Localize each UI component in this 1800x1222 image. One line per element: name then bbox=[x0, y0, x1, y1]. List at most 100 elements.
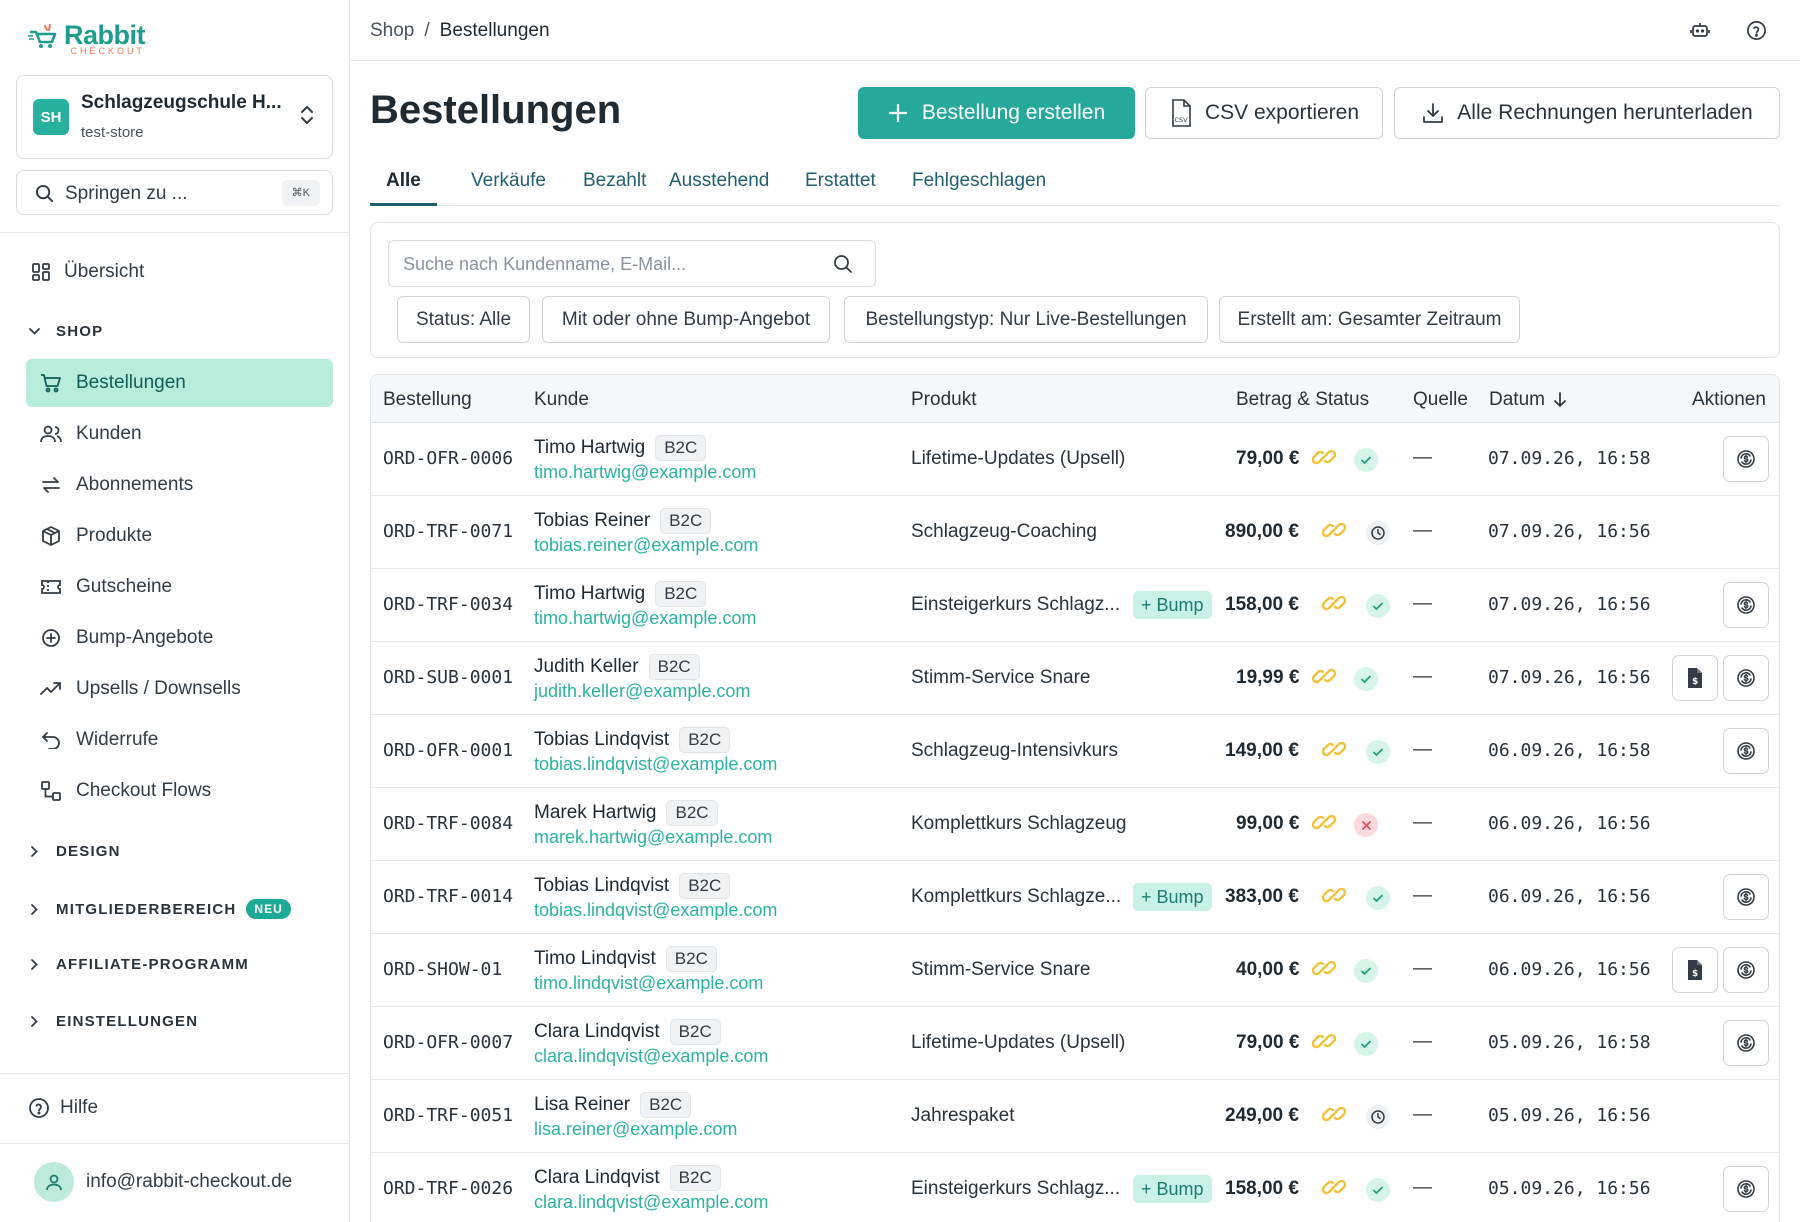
refund-button[interactable] bbox=[1723, 1166, 1769, 1212]
nav-item-bestellungen[interactable]: Bestellungen bbox=[26, 359, 333, 407]
payment-link-icon[interactable] bbox=[1311, 663, 1337, 689]
order-id[interactable]: ORD-TRF-0014 bbox=[383, 886, 514, 907]
nav-item-kunden[interactable]: Kunden bbox=[26, 410, 333, 458]
table-row[interactable]: ORD-SUB-0001 Judith Keller B2C judith.kelle… bbox=[371, 642, 1779, 715]
filter-bump[interactable]: Mit oder ohne Bump-Angebot bbox=[542, 296, 830, 343]
refund-button[interactable] bbox=[1723, 582, 1769, 628]
order-id[interactable]: ORD-TRF-0034 bbox=[383, 594, 514, 615]
table-row[interactable]: ORD-OFR-0001 Tobias Lindqvist B2C tobias.li… bbox=[371, 715, 1779, 788]
store-switcher[interactable]: SH Schlagzeugschule H... test-store bbox=[16, 75, 333, 159]
payment-link-icon[interactable] bbox=[1321, 1174, 1347, 1200]
payment-link-icon[interactable] bbox=[1311, 955, 1337, 981]
table-row[interactable]: ORD-OFR-0007 Clara Lindqvist B2C clara.lind… bbox=[371, 1007, 1779, 1080]
table-row[interactable]: ORD-OFR-0006 Timo Hartwig B2C timo.hartwig@… bbox=[371, 423, 1779, 496]
refund-button[interactable] bbox=[1723, 728, 1769, 774]
section-affiliate-programm[interactable]: AFFILIATE-PROGRAMM bbox=[28, 956, 249, 973]
table-row[interactable]: ORD-TRF-0014 Tobias Lindqvist B2C tobias.li… bbox=[371, 861, 1779, 934]
tab-bezahlt[interactable]: Bezahlt bbox=[583, 170, 647, 191]
payment-link-icon[interactable] bbox=[1321, 517, 1347, 543]
customer-name[interactable]: Timo Lindqvist bbox=[534, 948, 656, 969]
table-row[interactable]: ORD-TRF-0071 Tobias Reiner B2C tobias.reine… bbox=[371, 496, 1779, 569]
tab-verkaeufe[interactable]: Verkäufe bbox=[471, 170, 546, 191]
customer-name[interactable]: Tobias Lindqvist bbox=[534, 875, 670, 896]
customer-email[interactable]: tobias.lindqvist@example.com bbox=[534, 900, 778, 920]
table-row[interactable]: ORD-TRF-0051 Lisa Reiner B2C lisa.reiner@ex… bbox=[371, 1080, 1779, 1153]
refund-button[interactable] bbox=[1723, 436, 1769, 482]
nav-item-produkte[interactable]: Produkte bbox=[26, 512, 333, 560]
nav-item-checkout-flows[interactable]: Checkout Flows bbox=[26, 767, 333, 815]
order-id[interactable]: ORD-OFR-0007 bbox=[383, 1032, 514, 1053]
order-id[interactable]: ORD-TRF-0071 bbox=[383, 521, 514, 542]
nav-item-gutscheine[interactable]: Gutscheine bbox=[26, 563, 333, 611]
customer-name[interactable]: Tobias Reiner bbox=[534, 510, 651, 531]
customer-email[interactable]: tobias.lindqvist@example.com bbox=[534, 754, 778, 774]
refund-button[interactable] bbox=[1723, 655, 1769, 701]
refund-button[interactable] bbox=[1723, 1020, 1769, 1066]
tab-ausstehend[interactable]: Ausstehend bbox=[669, 170, 770, 191]
customer-name[interactable]: Tobias Lindqvist bbox=[534, 729, 670, 750]
customer-name[interactable]: Lisa Reiner bbox=[534, 1094, 631, 1115]
tab-alle[interactable]: Alle bbox=[370, 170, 437, 206]
section-mitgliederbereich[interactable]: MITGLIEDERBEREICH NEU bbox=[28, 899, 291, 919]
payment-link-icon[interactable] bbox=[1311, 809, 1337, 835]
breadcrumb-shop[interactable]: Shop bbox=[370, 20, 415, 41]
customer-email[interactable]: tobias.reiner@example.com bbox=[534, 535, 759, 555]
section-shop[interactable]: SHOP bbox=[28, 323, 103, 340]
refund-button[interactable] bbox=[1723, 947, 1769, 993]
brand-logo[interactable]: Rabbit CHECKOUT bbox=[28, 22, 146, 56]
column-header-date[interactable]: Datum bbox=[1489, 389, 1567, 411]
table-row[interactable]: ORD-SHOW-01 Timo Lindqvist B2C timo.lindqvi… bbox=[371, 934, 1779, 1007]
order-id[interactable]: ORD-OFR-0006 bbox=[383, 448, 514, 469]
order-id[interactable]: ORD-SUB-0001 bbox=[383, 667, 514, 688]
table-row[interactable]: ORD-TRF-0084 Marek Hartwig B2C marek.hartwi… bbox=[371, 788, 1779, 861]
order-id[interactable]: ORD-TRF-0026 bbox=[383, 1178, 514, 1199]
order-id[interactable]: ORD-TRF-0084 bbox=[383, 813, 514, 834]
customer-name[interactable]: Timo Hartwig bbox=[534, 583, 646, 604]
jump-to-search[interactable]: Springen zu ... ⌘K bbox=[16, 170, 333, 215]
invoice-button[interactable]: $ bbox=[1672, 947, 1718, 993]
payment-link-icon[interactable] bbox=[1321, 1101, 1347, 1127]
csv-export-button[interactable]: CSV CSV exportieren bbox=[1145, 87, 1383, 139]
customer-email[interactable]: lisa.reiner@example.com bbox=[534, 1119, 738, 1139]
customer-name[interactable]: Clara Lindqvist bbox=[534, 1167, 660, 1188]
payment-link-icon[interactable] bbox=[1321, 882, 1347, 908]
download-all-invoices-button[interactable]: Alle Rechnungen herunterladen bbox=[1394, 87, 1780, 139]
customer-name[interactable]: Judith Keller bbox=[534, 656, 639, 677]
nav-item-widerrufe[interactable]: Widerrufe bbox=[26, 716, 333, 764]
section-design[interactable]: DESIGN bbox=[28, 843, 121, 860]
search-icon[interactable] bbox=[833, 254, 853, 274]
customer-name[interactable]: Marek Hartwig bbox=[534, 802, 657, 823]
help-circle-icon[interactable] bbox=[1746, 20, 1767, 41]
order-id[interactable]: ORD-TRF-0051 bbox=[383, 1105, 514, 1126]
payment-link-icon[interactable] bbox=[1321, 736, 1347, 762]
filter-created-at[interactable]: Erstellt am: Gesamter Zeitraum bbox=[1219, 296, 1520, 343]
refund-button[interactable] bbox=[1723, 874, 1769, 920]
section-einstellungen[interactable]: EINSTELLUNGEN bbox=[28, 1013, 198, 1030]
nav-item-bump-angebote[interactable]: Bump-Angebote bbox=[26, 614, 333, 662]
table-row[interactable]: ORD-TRF-0026 Clara Lindqvist B2C clara.lind… bbox=[371, 1153, 1779, 1222]
customer-name[interactable]: Clara Lindqvist bbox=[534, 1021, 660, 1042]
filter-order-type[interactable]: Bestellungstyp: Nur Live-Bestellungen bbox=[844, 296, 1208, 343]
filter-status[interactable]: Status: Alle bbox=[397, 296, 530, 343]
nav-item-upsells[interactable]: Upsells / Downsells bbox=[26, 665, 333, 713]
nav-overview[interactable]: Übersicht bbox=[26, 248, 333, 296]
order-id[interactable]: ORD-OFR-0001 bbox=[383, 740, 514, 761]
tab-erstattet[interactable]: Erstattet bbox=[805, 170, 876, 191]
customer-name[interactable]: Timo Hartwig bbox=[534, 437, 646, 458]
customer-email[interactable]: timo.hartwig@example.com bbox=[534, 608, 757, 628]
order-id[interactable]: ORD-SHOW-01 bbox=[383, 959, 503, 980]
payment-link-icon[interactable] bbox=[1311, 1028, 1337, 1054]
order-search-input[interactable] bbox=[403, 251, 823, 277]
table-row[interactable]: ORD-TRF-0034 Timo Hartwig B2C timo.hartwig@… bbox=[371, 569, 1779, 642]
customer-email[interactable]: clara.lindqvist@example.com bbox=[534, 1046, 769, 1066]
tab-fehlgeschlagen[interactable]: Fehlgeschlagen bbox=[912, 170, 1047, 191]
payment-link-icon[interactable] bbox=[1311, 444, 1337, 470]
create-order-button[interactable]: Bestellung erstellen bbox=[858, 87, 1135, 139]
invoice-button[interactable]: $ bbox=[1672, 655, 1718, 701]
customer-email[interactable]: clara.lindqvist@example.com bbox=[534, 1192, 769, 1212]
robot-icon[interactable] bbox=[1690, 20, 1710, 40]
customer-email[interactable]: marek.hartwig@example.com bbox=[534, 827, 773, 847]
customer-email[interactable]: timo.lindqvist@example.com bbox=[534, 973, 764, 993]
user-menu[interactable]: info@rabbit-checkout.de bbox=[34, 1162, 292, 1202]
payment-link-icon[interactable] bbox=[1321, 590, 1347, 616]
